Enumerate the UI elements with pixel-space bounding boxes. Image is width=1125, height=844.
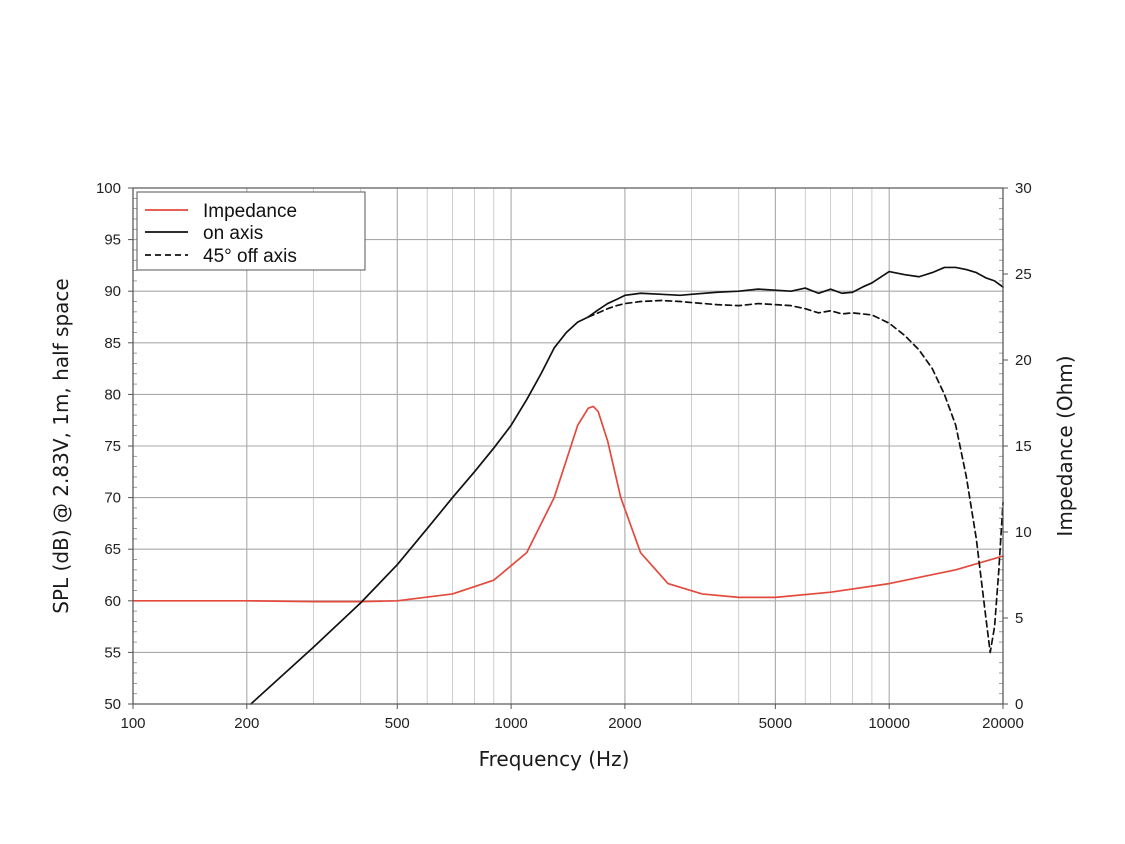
y-tick-label: 55 xyxy=(104,644,121,661)
y2-tick-label: 0 xyxy=(1015,696,1023,713)
y2-tick-label: 20 xyxy=(1015,352,1032,369)
x-tick-label: 5000 xyxy=(759,715,792,732)
legend: Impedance on axis 45° off axis xyxy=(136,191,366,271)
y-tick-label: 85 xyxy=(104,335,121,352)
plot-frame xyxy=(132,187,1004,705)
y-tick-label: 70 xyxy=(104,490,121,507)
x-tick-label: 200 xyxy=(234,715,259,732)
legend-box xyxy=(136,191,366,271)
legend-label-off-axis: 45° off axis xyxy=(203,246,297,267)
tick-labels: 100 200 500 1000 2000 5000 10000 20000505560657… xyxy=(96,180,1032,732)
legend-label-impedance: Impedance xyxy=(203,201,297,222)
y-tick-label: 60 xyxy=(104,593,121,610)
y-tick-label: 80 xyxy=(104,386,121,403)
y2-axis-title: Impedance (Ohm) xyxy=(1053,355,1077,536)
x-tick-label: 2000 xyxy=(608,715,641,732)
x-tick-label: 1000 xyxy=(494,715,527,732)
x-axis-title: Frequency (Hz) xyxy=(479,747,630,771)
y-tick-label: 65 xyxy=(104,541,121,558)
y2-tick-label: 10 xyxy=(1015,524,1032,541)
x-tick-label: 100 xyxy=(120,715,145,732)
y-tick-label: 50 xyxy=(104,696,121,713)
y-tick-label: 95 xyxy=(104,232,121,249)
legend-label-on-axis: on axis xyxy=(203,223,263,244)
y-tick-label: 90 xyxy=(104,283,121,300)
impedance-curve xyxy=(132,405,1004,603)
x-tick-label: 10000 xyxy=(868,715,910,732)
y2-tick-label: 30 xyxy=(1015,180,1032,197)
x-tick-label: 20000 xyxy=(982,715,1024,732)
on-axis-curve xyxy=(250,266,1004,705)
y-tick-label: 100 xyxy=(96,180,121,197)
y2-tick-label: 15 xyxy=(1015,438,1032,455)
x-tick-label: 500 xyxy=(385,715,410,732)
off-axis-45-curve xyxy=(587,299,1004,654)
y2-tick-label: 25 xyxy=(1015,266,1032,283)
series-lines xyxy=(132,266,1004,705)
y-axis-title: SPL (dB) @ 2.83V, 1m, half space xyxy=(49,278,73,613)
y-tick-label: 75 xyxy=(104,438,121,455)
y2-tick-label: 5 xyxy=(1015,610,1023,627)
